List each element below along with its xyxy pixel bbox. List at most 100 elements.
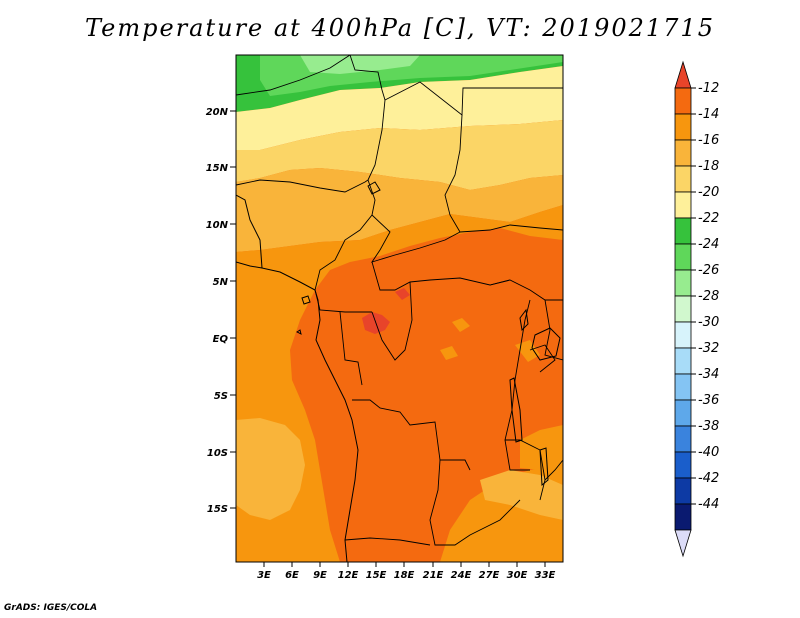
colorbar-label: -20 bbox=[698, 185, 719, 200]
colorbar-label: -34 bbox=[698, 367, 719, 382]
colorbar-swatch bbox=[674, 165, 692, 193]
border-congo-drc bbox=[371, 281, 413, 361]
lat-label: 5S bbox=[214, 391, 228, 402]
lat-label: 15N bbox=[206, 163, 229, 174]
border-chad-car bbox=[370, 214, 461, 263]
colorbar-swatch bbox=[674, 425, 692, 453]
band-minus-18 bbox=[236, 168, 563, 252]
colorbar-label: -12 bbox=[698, 81, 719, 96]
colorbar: -12 -14 -16 -18 -20 -22 -24 -26 -28 -30 -32 -34 -36 -… bbox=[674, 60, 719, 558]
lon-label: 6E bbox=[285, 570, 299, 581]
border-southsudan-drc-uganda bbox=[489, 279, 563, 301]
lon-label: 33E bbox=[535, 570, 556, 581]
lat-label: 20N bbox=[206, 107, 229, 118]
border-drc-angola bbox=[352, 399, 471, 471]
band-minus-28 bbox=[300, 55, 420, 74]
coast-north-west bbox=[236, 194, 263, 269]
colorbar-swatch bbox=[674, 113, 692, 141]
colorbar-swatch bbox=[674, 217, 692, 245]
lat-label: 10N bbox=[206, 220, 229, 231]
lat-label: 15S bbox=[207, 504, 228, 515]
border-chad-sudan bbox=[444, 114, 463, 233]
colorbar-label: -14 bbox=[698, 107, 719, 122]
chart-title: Temperature at 400hPa [C], VT: 201902171… bbox=[85, 14, 715, 42]
lakes bbox=[367, 181, 561, 487]
lake-tanganyika bbox=[509, 377, 523, 443]
colorbar-top-arrow bbox=[674, 60, 692, 89]
border-chad-libya bbox=[384, 81, 563, 116]
lat-label: EQ bbox=[213, 334, 229, 345]
border-car-drc bbox=[371, 261, 511, 291]
lon-label: 12E bbox=[338, 570, 359, 581]
lon-label: 21E bbox=[423, 570, 444, 581]
border-sudan-southsudan bbox=[459, 224, 563, 233]
colorbar-swatch bbox=[674, 451, 692, 479]
colorbar-swatch bbox=[674, 87, 692, 115]
lake-malawi bbox=[539, 447, 549, 487]
band-minus-16-north bbox=[236, 205, 563, 562]
lon-label: 24E bbox=[451, 570, 472, 581]
colorbar-label: -16 bbox=[698, 133, 719, 148]
colorbar-bottom-arrow bbox=[674, 529, 692, 558]
band-minus-20 bbox=[236, 120, 563, 190]
lat-label: 5N bbox=[213, 277, 229, 288]
colorbar-swatch bbox=[674, 191, 692, 219]
coast-west-africa bbox=[236, 261, 359, 562]
lake-albert bbox=[519, 308, 529, 332]
border-mozambique bbox=[544, 459, 563, 481]
island-bioko bbox=[301, 295, 311, 305]
lon-label: 15E bbox=[366, 570, 387, 581]
colorbar-label: -18 bbox=[698, 159, 719, 174]
colorbar-swatch bbox=[674, 477, 692, 505]
colorbar-swatch bbox=[674, 243, 692, 271]
border-angola-zambia bbox=[429, 459, 521, 546]
colorbar-swatch bbox=[674, 373, 692, 401]
border-nigeria-cameroon bbox=[314, 179, 376, 291]
patch-interior-1 bbox=[452, 318, 470, 332]
band-minus-18-southwest bbox=[236, 418, 305, 520]
colorbar-label: -38 bbox=[698, 419, 719, 434]
temperature-field bbox=[236, 55, 563, 562]
map-frame bbox=[235, 54, 564, 563]
border-niger-chad bbox=[367, 99, 386, 181]
grads-credit: GrADS: IGES/COLA bbox=[4, 603, 98, 613]
colorbar-label: -32 bbox=[698, 341, 719, 356]
band-minus-22 bbox=[236, 66, 563, 150]
colorbar-label: -26 bbox=[698, 263, 719, 278]
colorbar-label: -40 bbox=[698, 445, 719, 460]
colorbar-label: -36 bbox=[698, 393, 719, 408]
lon-label: 27E bbox=[479, 570, 500, 581]
colorbar-swatch bbox=[674, 347, 692, 375]
colorbar-label: -44 bbox=[698, 497, 719, 512]
colorbar-swatch bbox=[674, 399, 692, 427]
border-libya bbox=[349, 55, 386, 101]
colorbar-swatch bbox=[674, 295, 692, 323]
colorbar-swatch bbox=[674, 503, 692, 531]
lat-label: 10S bbox=[207, 448, 228, 459]
longitude-axis: 3E 6E 9E 12E 15E 18E 21E 24E 27E 30E 33E bbox=[257, 562, 556, 581]
border-rwanda bbox=[529, 344, 556, 373]
colorbar-label: -22 bbox=[698, 211, 719, 226]
colorbar-swatch bbox=[674, 269, 692, 297]
border-uganda-kenya bbox=[544, 299, 563, 361]
patch-interior-2 bbox=[440, 346, 458, 360]
island-small bbox=[296, 329, 302, 335]
border-angola-namibia bbox=[344, 537, 431, 546]
colorbar-swatch bbox=[674, 321, 692, 349]
lon-label: 30E bbox=[507, 570, 528, 581]
lake-chad bbox=[367, 181, 381, 195]
border-niger-nigeria bbox=[236, 179, 369, 193]
coastline bbox=[236, 194, 359, 562]
patch-interior-3 bbox=[515, 340, 540, 362]
lon-label: 9E bbox=[313, 570, 327, 581]
lake-victoria bbox=[531, 327, 561, 361]
lon-label: 3E bbox=[257, 570, 271, 581]
band-minus-12-small bbox=[395, 288, 410, 300]
colorbar-label: -28 bbox=[698, 289, 719, 304]
colorbar-label: -24 bbox=[698, 237, 719, 252]
colorbar-swatch bbox=[674, 139, 692, 167]
border-gabon-congo bbox=[339, 311, 363, 386]
latitude-axis: 20N 15N 10N 5N EQ 5S 10S 15S bbox=[206, 107, 236, 515]
lon-label: 18E bbox=[394, 570, 415, 581]
